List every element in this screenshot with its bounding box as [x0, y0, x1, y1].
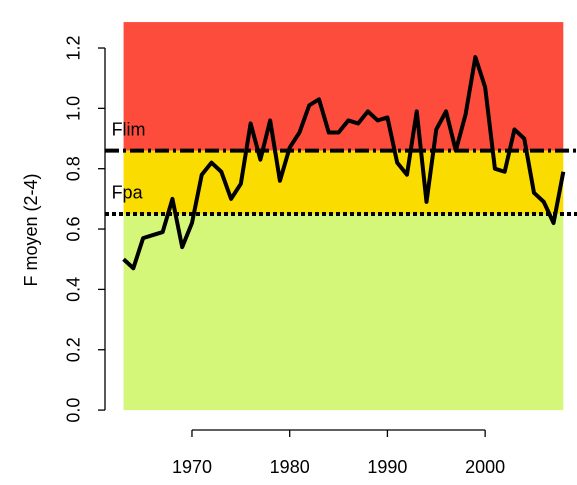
zone — [123, 22, 564, 151]
y-tick-label: 0.2 — [64, 337, 84, 362]
x-tick-label: 1970 — [172, 457, 212, 477]
y-tick-label: 1.2 — [64, 36, 84, 61]
y-tick-label: 0.4 — [64, 277, 84, 302]
x-tick-label: 1980 — [270, 457, 310, 477]
y-tick-label: 1.0 — [64, 96, 84, 121]
reference-label: Flim — [112, 119, 146, 139]
y-tick-label: 0.6 — [64, 217, 84, 242]
x-tick-label: 1990 — [367, 457, 407, 477]
y-axis-label: F moyen (2-4) — [21, 173, 41, 286]
x-tick-label: 2000 — [465, 457, 505, 477]
zone — [123, 150, 564, 214]
y-tick-label: 0.8 — [64, 156, 84, 181]
data-line — [122, 55, 566, 271]
y-tick-label: 0.0 — [64, 398, 84, 423]
reference-label: Fpa — [112, 183, 144, 203]
zone — [123, 213, 564, 411]
